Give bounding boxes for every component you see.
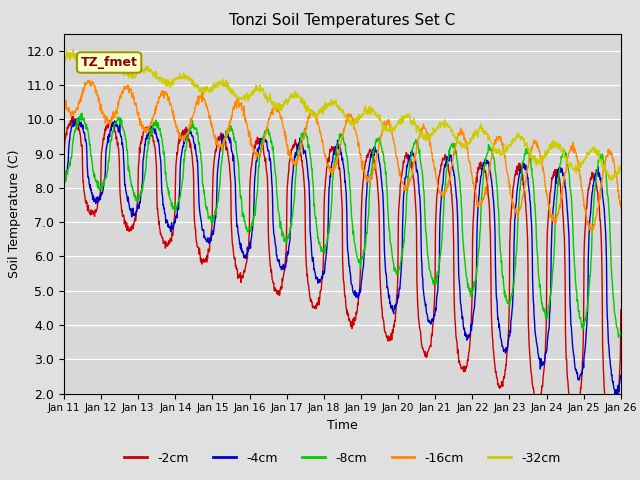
Line: -8cm: -8cm: [64, 113, 621, 337]
-8cm: [429, 278, 437, 284]
-16cm: [171, 119, 179, 125]
-8cm: [246, 225, 254, 231]
-2cm: [246, 174, 254, 180]
-2cm: [171, 211, 179, 216]
-8cm: [184, 133, 192, 139]
-4cm: [429, 316, 437, 322]
-32cm: [184, 75, 192, 81]
Legend: -2cm, -4cm, -8cm, -16cm, -32cm: -2cm, -4cm, -8cm, -16cm, -32cm: [120, 447, 565, 469]
-16cm: [429, 157, 437, 163]
-8cm: [78, 110, 86, 116]
-16cm: [551, 215, 559, 220]
-32cm: [171, 75, 179, 81]
-2cm: [502, 362, 509, 368]
-16cm: [502, 160, 509, 166]
-2cm: [60, 154, 68, 160]
-16cm: [184, 130, 192, 135]
X-axis label: Time: Time: [327, 419, 358, 432]
-16cm: [588, 229, 596, 235]
-32cm: [70, 47, 77, 52]
Title: Tonzi Soil Temperatures Set C: Tonzi Soil Temperatures Set C: [229, 13, 456, 28]
-8cm: [617, 329, 625, 335]
-32cm: [607, 178, 615, 183]
-8cm: [502, 292, 509, 298]
-2cm: [607, 434, 615, 440]
-4cm: [246, 245, 254, 251]
-8cm: [60, 170, 68, 176]
-32cm: [551, 139, 559, 145]
-16cm: [617, 205, 625, 211]
-2cm: [617, 307, 625, 312]
-16cm: [60, 98, 68, 104]
-32cm: [617, 162, 625, 168]
-2cm: [69, 113, 77, 119]
Line: -4cm: -4cm: [64, 118, 621, 395]
-4cm: [60, 185, 68, 191]
-4cm: [502, 345, 509, 351]
-8cm: [551, 223, 559, 229]
-32cm: [429, 125, 437, 131]
-32cm: [246, 93, 254, 98]
-4cm: [617, 372, 625, 378]
Text: TZ_fmet: TZ_fmet: [81, 56, 138, 69]
-2cm: [551, 167, 559, 172]
-2cm: [429, 321, 437, 326]
Line: -2cm: -2cm: [64, 116, 621, 437]
-8cm: [171, 205, 179, 211]
-4cm: [184, 128, 192, 134]
-4cm: [551, 187, 559, 193]
-4cm: [75, 115, 83, 121]
-16cm: [85, 77, 93, 83]
-32cm: [60, 53, 68, 59]
-16cm: [246, 142, 254, 148]
-32cm: [502, 147, 509, 153]
-8cm: [614, 335, 622, 340]
-4cm: [171, 219, 179, 225]
-4cm: [612, 392, 620, 397]
Line: -32cm: -32cm: [64, 49, 621, 180]
Y-axis label: Soil Temperature (C): Soil Temperature (C): [8, 149, 21, 278]
-2cm: [184, 133, 192, 139]
Line: -16cm: -16cm: [64, 80, 621, 232]
